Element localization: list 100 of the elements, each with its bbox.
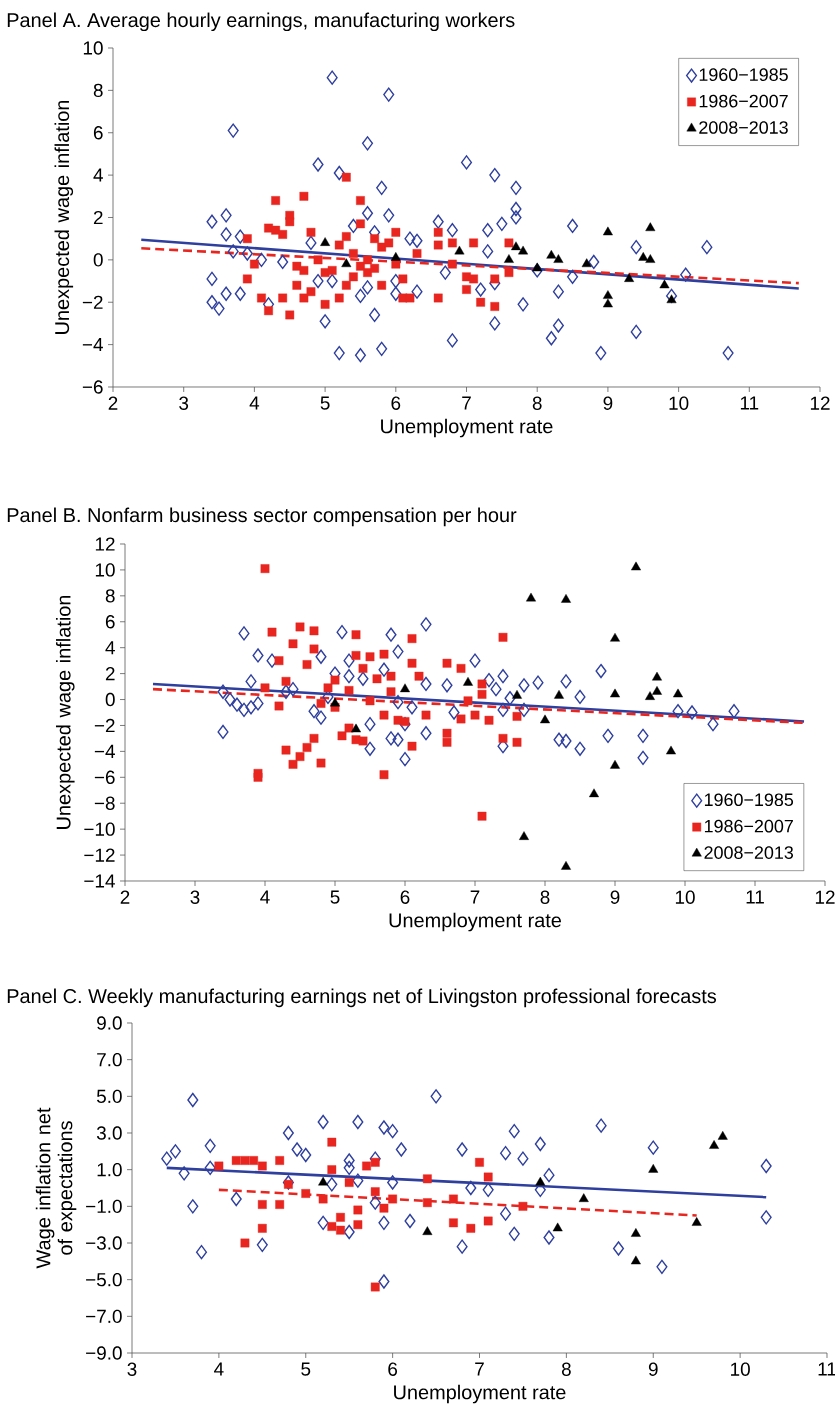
point: [673, 688, 683, 698]
point: [466, 1223, 476, 1233]
x-axis-title: Unemployment rate: [389, 912, 562, 932]
y-tick-label: −9.0: [86, 1346, 122, 1360]
point: [543, 1167, 555, 1183]
x-tick-label: 8: [532, 396, 542, 410]
point: [475, 1157, 484, 1167]
point: [327, 1137, 337, 1147]
point: [422, 1226, 433, 1235]
point: [326, 1177, 338, 1192]
point: [503, 254, 514, 263]
x-tick-label: 10: [731, 1362, 750, 1376]
y-tick-label: 0: [93, 253, 103, 267]
point: [388, 1194, 398, 1204]
y-tick-label: −10: [84, 822, 115, 836]
point: [249, 1156, 259, 1165]
y-tick-label: −8: [94, 796, 115, 810]
point: [612, 1241, 625, 1256]
x-tick-label: 10: [669, 396, 689, 410]
point: [370, 1157, 380, 1167]
y-tick-label: −4: [82, 338, 103, 352]
point: [317, 1215, 329, 1231]
x-tick-label: 12: [810, 396, 830, 410]
point: [602, 290, 613, 299]
x-tick-label: 5: [320, 396, 330, 410]
point: [352, 1114, 364, 1130]
chart-title: Panel B. Nonfarm business sector compensation per hour: [7, 507, 517, 527]
y-tick-label: 12: [95, 537, 115, 551]
x-tick-label: 5: [301, 1362, 311, 1376]
point: [760, 1210, 772, 1225]
point: [362, 1161, 371, 1171]
point: [390, 252, 401, 261]
point: [648, 1163, 659, 1173]
legend-label: 1960−1985: [699, 68, 788, 82]
point: [610, 632, 620, 642]
point: [344, 1178, 354, 1187]
point: [546, 249, 557, 259]
point: [483, 1216, 493, 1226]
x-tick-label: 3: [179, 396, 189, 410]
y-tick-label: 10: [95, 563, 115, 577]
point: [230, 1191, 242, 1207]
point: [187, 1092, 199, 1108]
point: [602, 298, 613, 308]
point: [387, 1123, 399, 1139]
point: [602, 226, 613, 236]
y-tick-label: 1.0: [97, 1162, 122, 1177]
point: [400, 683, 410, 693]
y-tick-label: −2: [82, 295, 103, 309]
point: [519, 831, 529, 840]
y-tick-label: −3.0: [86, 1236, 122, 1250]
point: [500, 1206, 512, 1221]
point: [561, 861, 571, 870]
point: [624, 273, 635, 282]
point: [631, 561, 641, 571]
point: [257, 1200, 267, 1209]
y-tick-label: 10: [83, 41, 103, 55]
point: [300, 1147, 312, 1163]
point: [449, 1194, 458, 1204]
y-tick-label: −1.0: [86, 1199, 122, 1214]
point: [352, 1173, 364, 1188]
point: [456, 1142, 468, 1157]
point: [387, 1175, 399, 1190]
x-tick-label: 11: [746, 890, 764, 904]
point: [320, 237, 331, 246]
point: [589, 788, 599, 798]
point: [518, 1201, 528, 1211]
point: [422, 1198, 432, 1208]
x-tick-label: 3: [127, 1362, 137, 1376]
point: [578, 1193, 589, 1202]
legend-label: 1986−2007: [704, 819, 793, 833]
point: [395, 1142, 407, 1157]
point: [595, 1118, 607, 1133]
point: [534, 1136, 546, 1152]
point: [552, 1222, 563, 1232]
point: [282, 1175, 294, 1190]
point: [204, 1138, 216, 1153]
point: [638, 252, 649, 261]
x-tick-label: 4: [249, 396, 260, 410]
point: [454, 245, 465, 255]
x-tick-label: 9: [603, 396, 613, 410]
x-tick-label: 11: [818, 1362, 835, 1376]
x-tick-label: 7: [470, 890, 480, 904]
point: [659, 279, 670, 289]
point: [483, 1172, 493, 1182]
x-tick-label: 6: [388, 1362, 398, 1376]
point: [195, 1244, 208, 1260]
y-tick-label: 3.0: [96, 1126, 122, 1140]
point: [645, 222, 656, 232]
y-tick-label: 0: [105, 692, 115, 707]
point: [378, 1215, 390, 1231]
point: [169, 1144, 181, 1159]
legend-label: 2008−2013: [704, 846, 794, 859]
point: [709, 1140, 719, 1149]
point: [257, 1223, 267, 1233]
point: [370, 1187, 380, 1197]
point: [463, 677, 473, 686]
x-tick-label: 4: [260, 890, 270, 904]
point: [327, 1222, 337, 1231]
y-axis-title: Unexpected wage inflation: [54, 100, 74, 334]
legend-label: 1986−2007: [699, 94, 788, 108]
